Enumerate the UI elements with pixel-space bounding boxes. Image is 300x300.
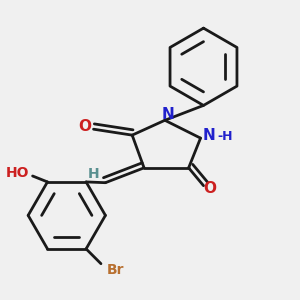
Text: HO: HO	[6, 166, 29, 180]
Text: N: N	[203, 128, 216, 142]
Text: O: O	[203, 181, 216, 196]
Text: O: O	[78, 119, 91, 134]
Text: Br: Br	[107, 263, 124, 277]
Text: H: H	[88, 167, 99, 181]
Text: -H: -H	[217, 130, 233, 143]
Text: N: N	[161, 107, 174, 122]
